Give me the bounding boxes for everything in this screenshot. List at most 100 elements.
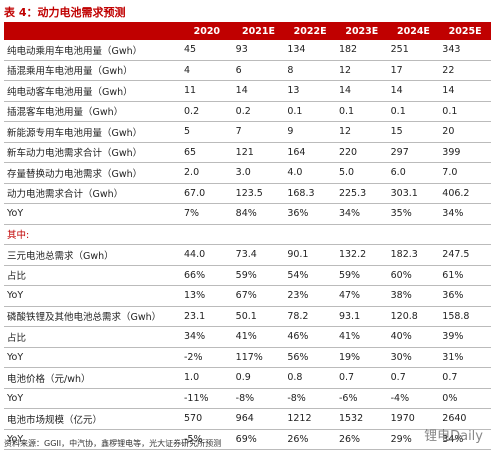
row-label: YoY [4,388,181,409]
row-label: 三元电池总需求（Gwh） [4,244,181,266]
cell: 31% [439,347,491,368]
corner [4,22,181,40]
cell: 12 [335,60,388,81]
column-header: 2020 [181,22,233,40]
cell: 41% [335,326,388,348]
row-label: 存量替换动力电池需求（Gwh） [4,162,181,184]
table-title: 表 4：动力电池需求预测 [4,6,126,19]
table-row: 占比 66% 59% 54% 59% 60% 61% [4,265,491,286]
row-label: 动力电池需求合计（Gwh） [4,183,181,204]
cell: -11% [181,388,233,409]
row-label: 新能源专用车电池用量（Gwh） [4,121,181,143]
cell: 1532 [335,408,388,430]
cell: 3.0 [232,162,285,184]
cell: 17 [387,60,440,81]
table-row: 其中: [4,224,491,245]
cell: 343 [439,40,491,61]
cell: 4 [181,60,233,81]
cell: 14 [439,80,491,102]
column-header: 2021E [232,22,285,40]
cell: 0% [439,388,491,409]
table-row: 插混乘用车电池用量（Gwh） 4 6 8 12 17 22 [4,60,491,81]
header-row: 2020 2021E 2022E 2023E 2024E 2025E [4,22,491,40]
row-label: 占比 [4,265,181,286]
row-label: 磷酸铁锂及其他电池总需求（Gwh） [4,306,181,327]
table-row: YoY -11% -8% -8% -6% -4% 0% [4,388,491,409]
cell: 67.0 [181,183,233,204]
cell: 182 [335,40,388,61]
cell: 406.2 [439,183,491,204]
cell: 182.3 [387,244,440,266]
cell: 134 [284,40,336,61]
cell: 34% [181,326,233,348]
cell: 15 [387,121,440,143]
cell: 8 [284,60,336,81]
cell [439,224,491,245]
cell: 1.0 [181,367,233,389]
cell: 6.0 [387,162,440,184]
table-row: YoY 13% 67% 23% 47% 38% 36% [4,285,491,307]
cell: 132.2 [335,244,388,266]
row-label: YoY [4,285,181,307]
row-label: 其中: [4,224,181,245]
row-label: YoY [4,429,181,450]
table-row: 新能源专用车电池用量（Gwh） 5 7 9 12 15 20 [4,121,491,143]
cell: 123.5 [232,183,285,204]
table-row: 三元电池总需求（Gwh） 44.0 73.4 90.1 132.2 182.3 247.5 [4,244,491,266]
cell: 220 [335,142,388,163]
cell: 67% [232,285,285,307]
cell: 570 [181,408,233,430]
cell: 7 [232,121,285,143]
cell: 7% [181,203,233,225]
cell [335,224,388,245]
cell: 7.0 [439,162,491,184]
table-row: YoY -5% 69% 26% 26% 29% 34% [4,429,491,450]
cell: 45 [181,40,233,61]
cell: 46% [284,326,336,348]
cell: 61% [439,265,491,286]
cell: 50.1 [232,306,285,327]
cell: 0.1 [439,101,491,122]
cell: 29% [387,429,440,450]
cell: 9 [284,121,336,143]
cell: 14 [335,80,388,102]
cell: 117% [232,347,285,368]
forecast-table: 2020 2021E 2022E 2023E 2024E 2025E 纯电动乘用车电池用量… [4,22,491,450]
cell: 303.1 [387,183,440,204]
cell: 40% [387,326,440,348]
cell: 93 [232,40,285,61]
column-header: 2023E [335,22,388,40]
cell: 59% [232,265,285,286]
cell: 84% [232,203,285,225]
cell: 30% [387,347,440,368]
cell: -6% [335,388,388,409]
cell: 12 [335,121,388,143]
cell: 34% [439,429,491,450]
row-label: YoY [4,347,181,368]
cell: 0.7 [439,367,491,389]
cell: 4.0 [284,162,336,184]
cell: 2.0 [181,162,233,184]
cell [387,224,440,245]
cell: 5 [181,121,233,143]
cell: 44.0 [181,244,233,266]
cell: -8% [284,388,336,409]
cell: 0.8 [284,367,336,389]
cell: 168.3 [284,183,336,204]
cell: 251 [387,40,440,61]
cell: 14 [232,80,285,102]
table-row: 动力电池需求合计（Gwh） 67.0 123.5 168.3 225.3 303.1 406… [4,183,491,204]
cell: 39% [439,326,491,348]
cell: 54% [284,265,336,286]
cell: 35% [387,203,440,225]
cell: 69% [232,429,285,450]
watermark: 锂电Daily [424,429,483,444]
cell: 36% [284,203,336,225]
cell: 34% [335,203,388,225]
cell: 19% [335,347,388,368]
cell: -4% [387,388,440,409]
cell: 1212 [284,408,336,430]
cell: 1970 [387,408,440,430]
row-label: 新车动力电池需求合计（Gwh） [4,142,181,163]
